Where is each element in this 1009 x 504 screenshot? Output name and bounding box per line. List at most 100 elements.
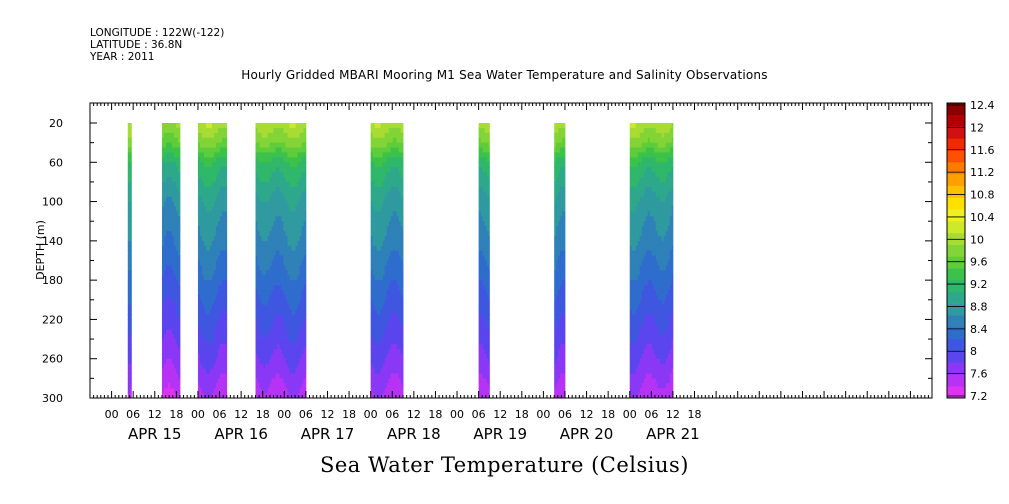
contour-cell (199, 270, 203, 276)
contour-cell (163, 152, 167, 158)
contour-cell (289, 358, 292, 365)
contour-cell (394, 363, 398, 369)
contour-cell (384, 299, 388, 306)
contour-cell (221, 206, 225, 212)
contour-cell (175, 388, 179, 394)
contour-cell (201, 191, 205, 198)
contour-cell (556, 275, 559, 281)
contour-cell (169, 314, 173, 320)
contour-cell (629, 206, 633, 212)
contour-cell (297, 127, 300, 134)
contour-cell (564, 309, 566, 315)
contour-cell (482, 142, 486, 148)
contour-cell (562, 216, 565, 222)
contour-cell (400, 186, 404, 193)
contour-cell (388, 294, 392, 301)
contour-cell (215, 373, 219, 379)
contour-cell (297, 240, 300, 247)
contour-cell (554, 216, 557, 222)
contour-cell (482, 127, 486, 134)
contour-cell (217, 132, 221, 139)
contour-cell (305, 329, 307, 335)
contour-cell (564, 231, 566, 237)
contour-cell (301, 250, 304, 256)
contour-cell (265, 353, 268, 360)
contour-cell (388, 152, 392, 158)
contour-cell (287, 280, 290, 286)
contour-cell (255, 289, 258, 296)
contour-cell (291, 294, 294, 301)
contour-cell (394, 147, 398, 153)
contour-cell (287, 368, 290, 374)
contour-cell (177, 383, 181, 389)
contour-cell (554, 211, 557, 217)
contour-cell (265, 304, 268, 311)
contour-cell (639, 216, 643, 222)
contour-cell (372, 240, 376, 247)
contour-cell (295, 123, 298, 129)
contour-cell (269, 363, 272, 369)
contour-cell (267, 221, 270, 227)
contour-cell (221, 132, 225, 139)
contour-cell (277, 270, 280, 276)
contour-cell (392, 319, 396, 325)
contour-cell (635, 339, 639, 345)
contour-cell (635, 167, 639, 173)
contour-cell (199, 201, 203, 207)
contour-cell (273, 329, 276, 335)
contour-cell (564, 265, 566, 271)
contour-cell (400, 358, 404, 365)
contour-cell (177, 348, 181, 355)
contour-cell (639, 319, 643, 325)
contour-cell (478, 172, 482, 178)
contour-cell (305, 216, 307, 222)
contour-cell (388, 245, 392, 252)
contour-cell (255, 250, 258, 256)
contour-cell (263, 299, 266, 306)
contour-cell (255, 343, 258, 350)
contour-cell (175, 373, 179, 379)
contour-cell (641, 324, 645, 330)
longitude-label: LONGITUDE : 122W(-122) (90, 27, 225, 39)
contour-cell (273, 240, 276, 247)
contour-cell (287, 172, 290, 178)
contour-cell (217, 275, 221, 281)
contour-cell (558, 275, 561, 281)
contour-cell (215, 358, 219, 365)
contour-cell (402, 343, 404, 350)
contour-cell (390, 240, 394, 247)
contour-cell (255, 319, 258, 325)
contour-cell (562, 270, 565, 276)
contour-cell (203, 137, 207, 144)
contour-cell (478, 206, 482, 212)
contour-cell (221, 123, 225, 129)
contour-cell (177, 285, 181, 291)
contour-cell (631, 373, 635, 379)
contour-cell (273, 388, 276, 394)
contour-cell (283, 152, 286, 158)
contour-cell (203, 157, 207, 163)
contour-cell (297, 343, 300, 350)
contour-cell (382, 167, 386, 173)
contour-cell (386, 373, 390, 379)
contour-cell (380, 196, 384, 202)
contour-cell (215, 240, 219, 247)
contour-cell (285, 250, 288, 256)
contour-cell (478, 226, 482, 232)
contour-cell (217, 265, 221, 271)
contour-cell (301, 270, 304, 276)
contour-cell (376, 304, 380, 311)
contour-cell (374, 289, 378, 296)
contour-cell (201, 206, 205, 212)
contour-cell (205, 378, 209, 384)
contour-cell (261, 378, 264, 384)
contour-cell (265, 123, 268, 129)
contour-cell (225, 358, 228, 365)
contour-cell (277, 127, 280, 134)
contour-cell (301, 201, 304, 207)
contour-cell (213, 299, 217, 306)
contour-cell (281, 339, 284, 345)
contour-cell (295, 177, 298, 183)
contour-cell (480, 270, 484, 276)
contour-cell (633, 167, 637, 173)
